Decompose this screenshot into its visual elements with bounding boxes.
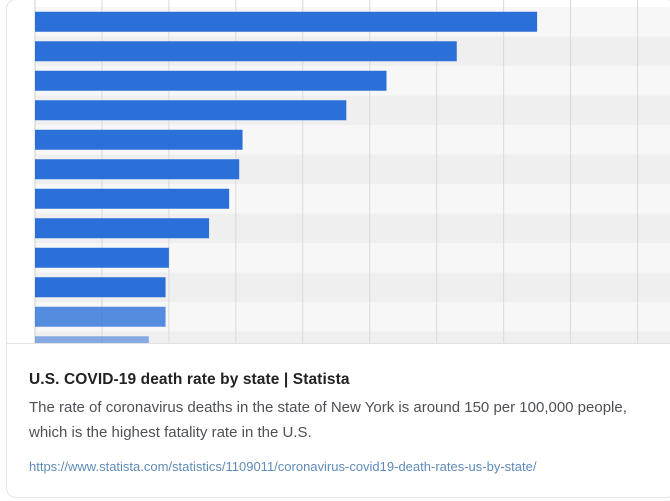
- bar: [35, 188, 230, 209]
- result-url[interactable]: https://www.statista.com/statistics/1109…: [29, 459, 537, 474]
- result-description: The rate of coronavirus deaths in the st…: [29, 399, 627, 441]
- bar: [35, 277, 166, 298]
- search-result-card[interactable]: U.S. COVID-19 death rate by state | Stat…: [6, 0, 670, 498]
- bar: [35, 129, 243, 150]
- bar: [35, 159, 240, 180]
- bar: [35, 336, 149, 357]
- chart-image: [7, 0, 670, 361]
- bar: [35, 247, 169, 268]
- result-caption: U.S. COVID-19 death rate by state | Stat…: [29, 371, 659, 474]
- bar: [35, 100, 347, 121]
- bar: [35, 41, 457, 62]
- bar: [35, 218, 210, 239]
- bar: [35, 306, 166, 327]
- bar-chart: [34, 0, 670, 361]
- bar: [35, 11, 538, 32]
- result-title[interactable]: U.S. COVID-19 death rate by state | Stat…: [29, 371, 350, 388]
- bar: [35, 70, 387, 91]
